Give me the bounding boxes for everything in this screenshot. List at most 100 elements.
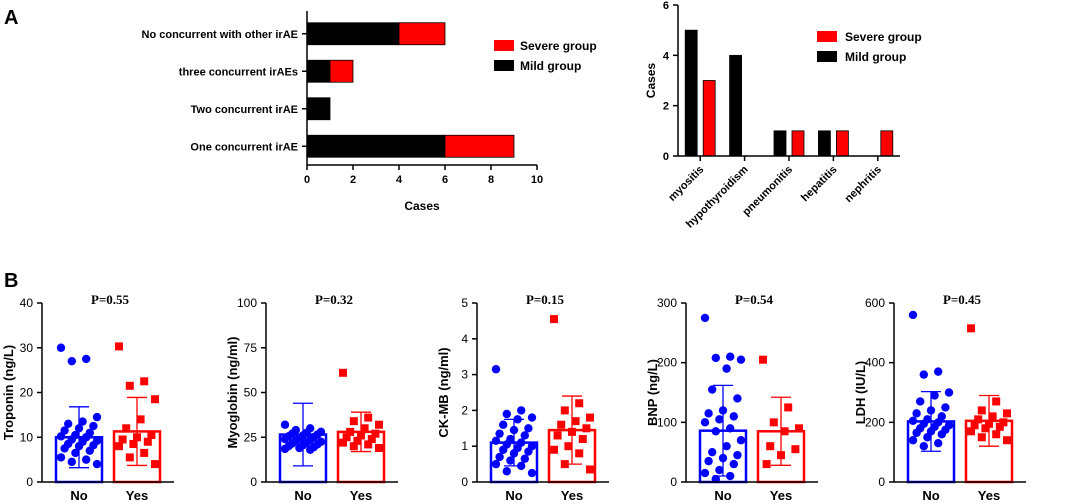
b4-point-no <box>711 474 720 484</box>
b4-point-no <box>736 436 746 445</box>
b4-point-no <box>700 418 710 427</box>
b1-point-no <box>82 354 91 364</box>
b1-point-no <box>56 343 66 352</box>
b1-point-yes <box>140 448 149 457</box>
b2-point-no <box>295 443 304 453</box>
b5-point-no <box>926 406 936 415</box>
b2-point-yes <box>364 440 373 449</box>
b4-point-yes <box>777 451 785 460</box>
b1-point-no <box>67 356 77 366</box>
a2-ytick-label: 4 <box>663 50 670 62</box>
b2-xtick-label: No <box>294 488 311 503</box>
b5-point-no <box>930 391 939 400</box>
b3-point-no <box>499 420 508 429</box>
b5-point-yes <box>977 406 986 415</box>
b3-y-axis-label: CK-MB (ng/ml) <box>436 347 451 437</box>
b3-point-yes <box>575 399 584 408</box>
a2-legend-label: Mild group <box>845 50 906 64</box>
b5-point-no <box>944 388 954 397</box>
b2-point-yes <box>375 443 383 452</box>
b4-point-yes <box>766 442 775 451</box>
b1-point-yes <box>129 439 138 448</box>
b5-point-no <box>912 428 921 437</box>
b3-point-yes <box>564 442 573 451</box>
b2-ytick-label: 25 <box>244 430 258 444</box>
b2-point-no <box>280 420 290 429</box>
b1-point-yes <box>125 381 134 390</box>
a2-bar-mild <box>729 54 742 157</box>
a2-category-label: nephritis <box>843 164 884 205</box>
b4-point-no <box>718 406 728 415</box>
b1-point-yes <box>136 415 145 424</box>
b2-point-yes <box>346 427 355 436</box>
b1-point-yes <box>122 424 131 433</box>
a1-xtick-label: 2 <box>350 174 356 186</box>
b3-xtick-label: Yes <box>561 488 583 503</box>
b4-point-no <box>733 394 742 403</box>
b4-y-axis-label: BNP (ng/L) <box>645 359 660 426</box>
b1-point-no <box>74 424 84 433</box>
b3-point-yes <box>560 460 569 469</box>
a1-legend-label: Mild group <box>520 59 581 73</box>
a2-y-axis-label: Cases <box>644 63 658 99</box>
b5-point-no <box>908 310 918 320</box>
b2-y-axis-label: Myoglobin (ng/ml) <box>225 337 240 449</box>
a1-xtick-label: 6 <box>442 174 448 186</box>
b4-ytick-label: 100 <box>657 415 677 429</box>
b3-point-no <box>524 447 533 456</box>
b4-ytick-label: 200 <box>657 356 677 370</box>
b5-p-value: P=0.45 <box>943 292 982 307</box>
b3-point-no <box>495 429 504 438</box>
b1-y-axis-label: Troponin (ng/L) <box>1 345 16 440</box>
b5-point-no <box>912 409 921 418</box>
a1-xtick-label: 8 <box>488 174 494 186</box>
b1-point-yes <box>115 342 123 351</box>
b1-ytick-label: 10 <box>20 430 34 444</box>
b1-ytick-label: 20 <box>20 386 34 400</box>
b3-ytick-label: 1 <box>461 439 468 453</box>
b4-point-no <box>708 385 717 394</box>
b1-xtick-label: Yes <box>126 488 148 503</box>
b3-point-yes <box>550 445 558 454</box>
a2-bar-severe <box>836 130 849 157</box>
b3-point-yes <box>582 424 591 433</box>
b4-point-no <box>726 352 735 361</box>
b5-point-yes <box>981 424 990 433</box>
b3-point-no <box>502 467 511 476</box>
a2-bar-mild <box>684 29 698 157</box>
b1-ytick-label: 40 <box>20 296 34 310</box>
b2-point-no <box>280 434 290 444</box>
a1-category-label: Two concurrent irAE <box>191 104 298 116</box>
b3-point-yes <box>550 315 558 324</box>
b5-point-yes <box>992 430 1001 439</box>
b5-point-yes <box>974 415 983 424</box>
b3-point-yes <box>571 417 580 426</box>
b2-point-yes <box>339 368 347 377</box>
b4-point-no <box>700 313 710 323</box>
b4-point-yes <box>769 418 778 427</box>
a2-bar-mild <box>773 130 787 157</box>
b3-ytick-label: 0 <box>461 475 468 489</box>
a1-category-label: three concurrent irAEs <box>179 66 298 78</box>
b3-point-yes <box>586 413 594 422</box>
a2-bar-mild <box>818 130 831 157</box>
b2-point-yes <box>339 438 347 447</box>
b3-point-yes <box>586 465 594 474</box>
b4-point-no <box>726 424 735 433</box>
b3-ytick-label: 4 <box>461 332 468 346</box>
a2-ytick-label: 2 <box>663 101 669 113</box>
b5-point-yes <box>999 418 1008 427</box>
b4-point-no <box>733 450 742 460</box>
b4-p-value: P=0.54 <box>735 292 774 307</box>
b4-point-no <box>708 447 717 457</box>
b4-point-no <box>704 409 713 418</box>
b5-point-no <box>934 367 943 376</box>
a2-bar-severe <box>880 130 894 157</box>
b2-point-yes <box>360 424 369 433</box>
a1-x-axis-label: Cases <box>404 199 440 213</box>
b3-point-no <box>506 456 515 465</box>
b5-point-yes <box>967 427 975 436</box>
b4-point-yes <box>784 403 793 412</box>
b5-point-no <box>923 433 932 442</box>
b3-point-no <box>499 445 508 454</box>
